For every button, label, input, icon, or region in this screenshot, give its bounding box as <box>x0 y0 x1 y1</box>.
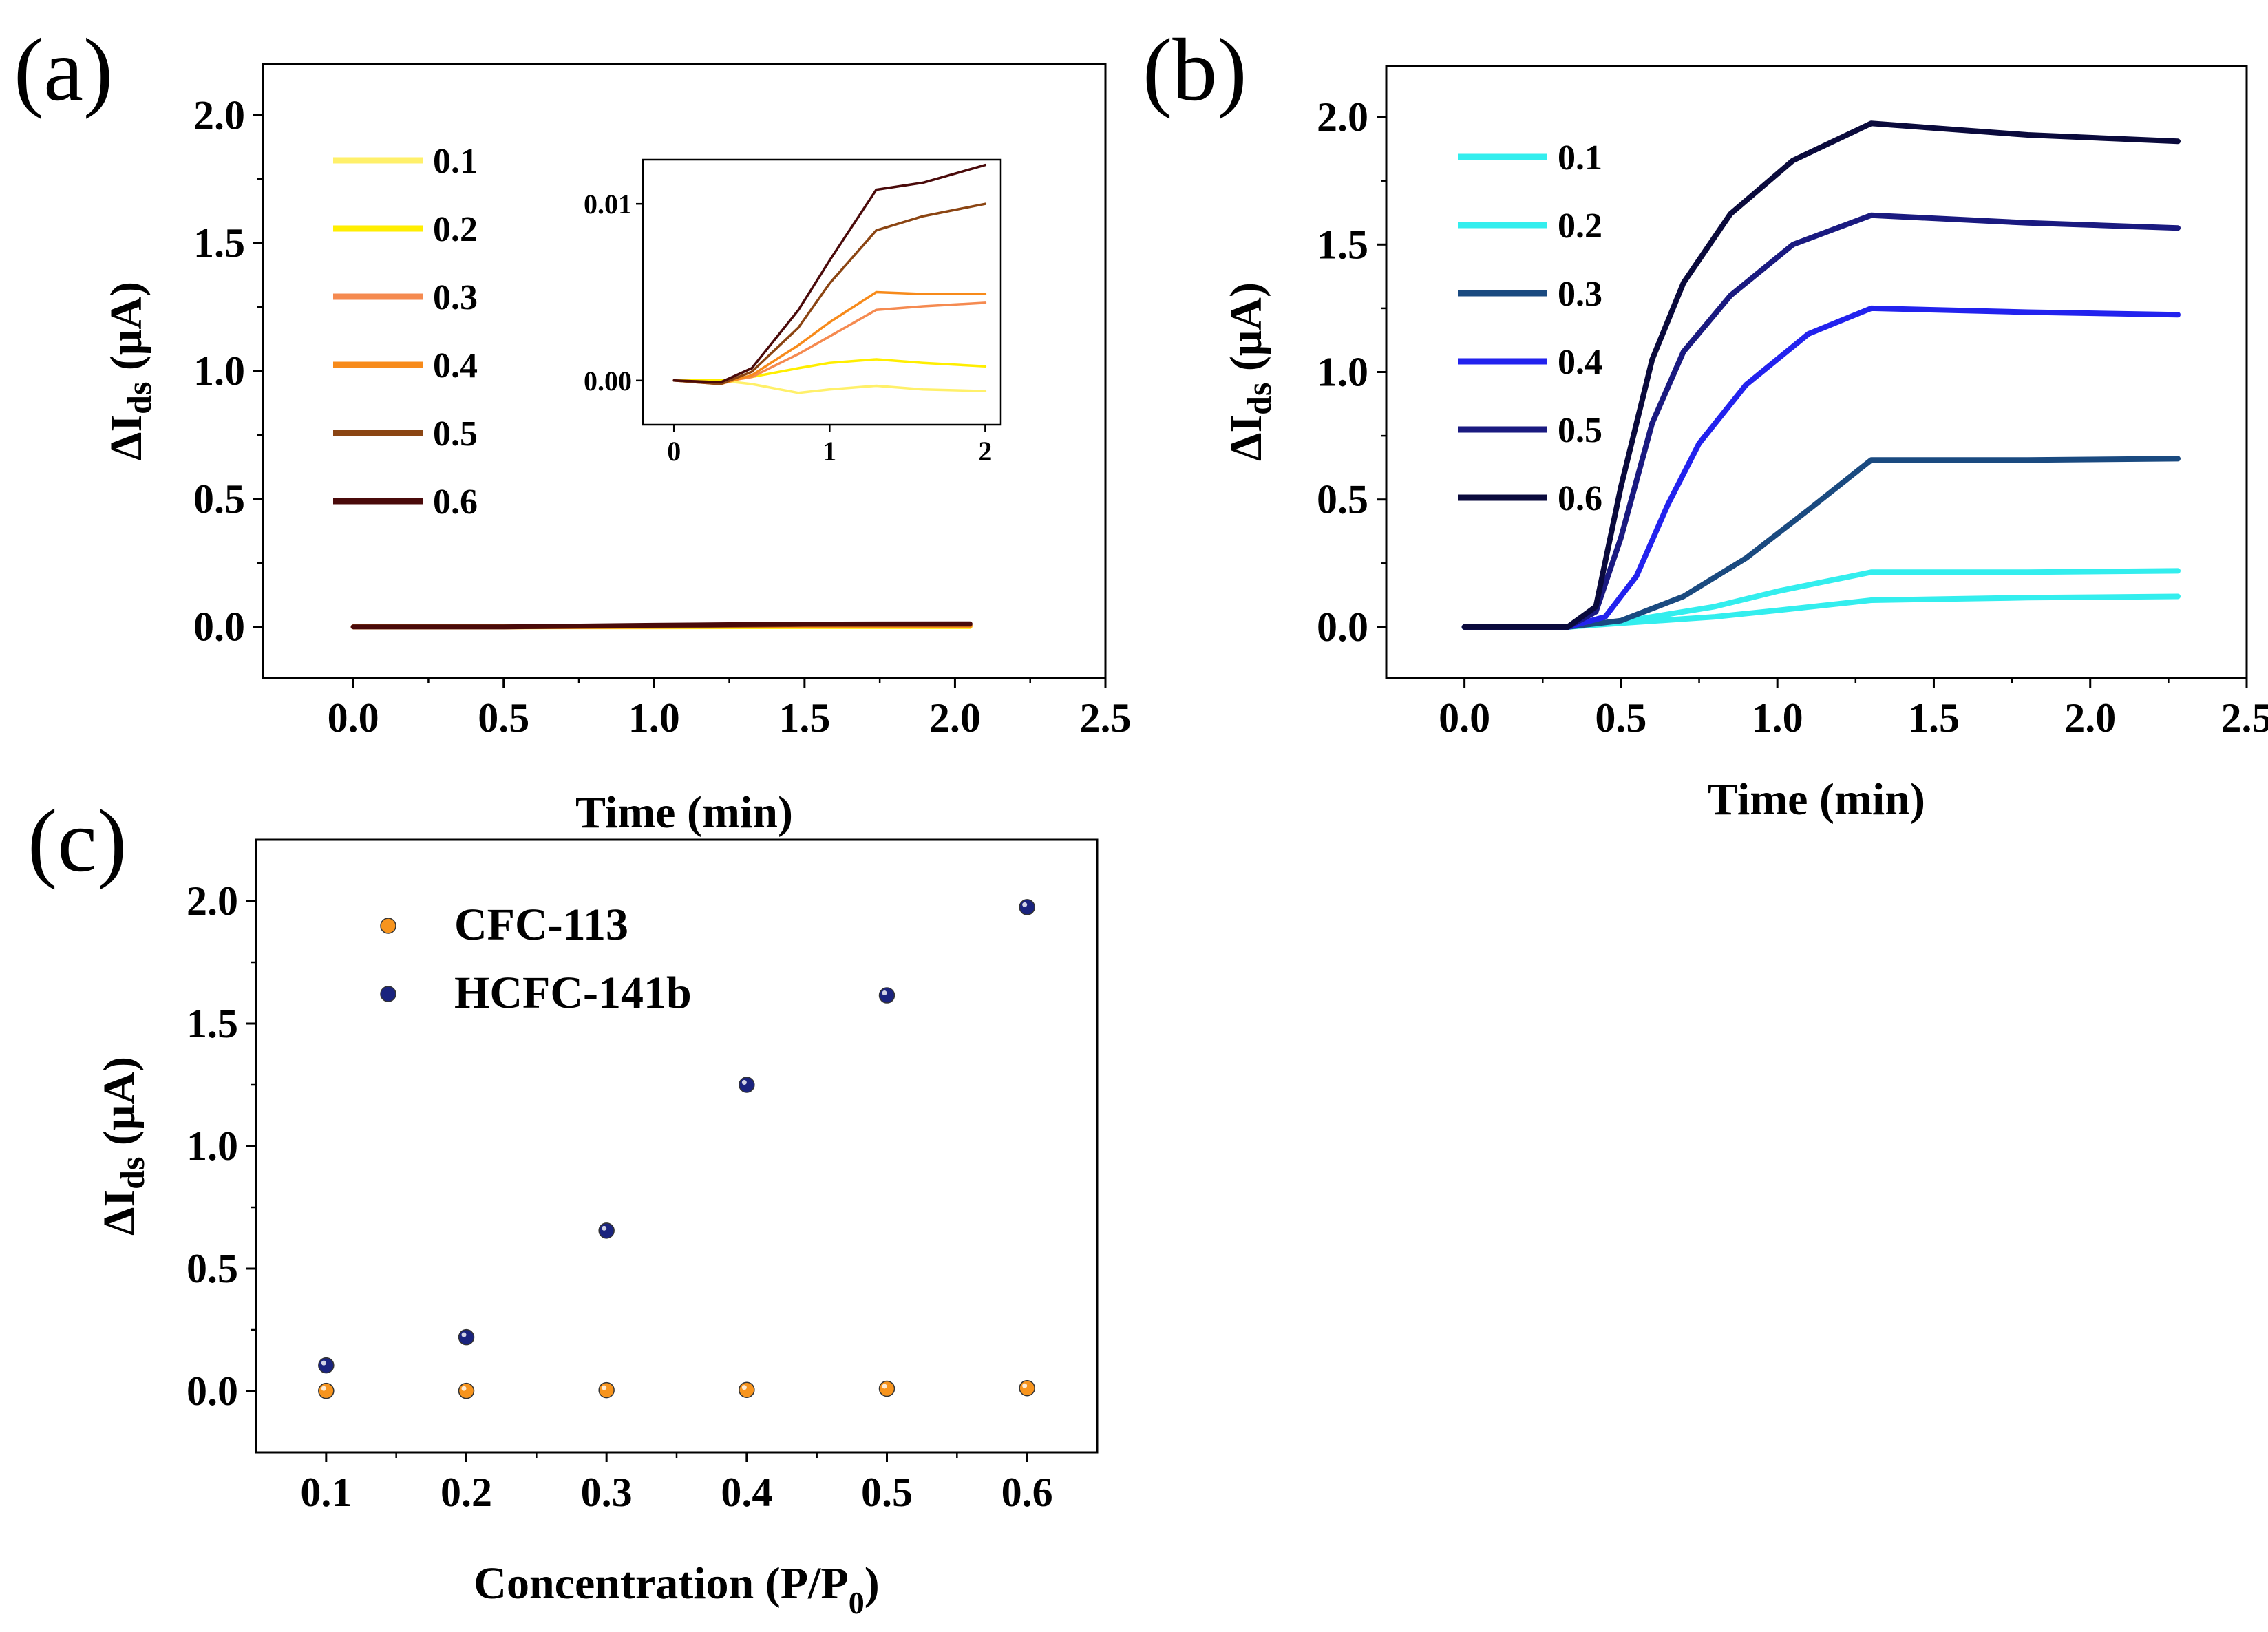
panel-b-legend-label: 0.3 <box>1558 275 1602 314</box>
panel-c-ytick-label: 1.5 <box>187 1001 238 1046</box>
panel-a-xtick-label: 0.0 <box>328 695 379 741</box>
inset-series-0.6 <box>672 163 987 384</box>
panel-c-xtick-label: 0.3 <box>581 1470 633 1515</box>
panel-c-frame <box>255 838 1099 1454</box>
panel-c-point-highlight <box>321 1360 326 1366</box>
panel-c-point-highlight <box>882 990 887 996</box>
panel-a-xtick-label: 0.5 <box>478 695 529 741</box>
panel-c-xtick-label: 0.2 <box>441 1470 492 1515</box>
panel-b-chart: 0.0 0.5 1.0 1.5 2.0 2.5 0.0 0.5 1.0 1.5 2.0 0.1 0.2… <box>1221 65 2268 825</box>
inset-ytick-label: 0.01 <box>584 189 632 220</box>
panel-c-point-highlight <box>461 1386 467 1391</box>
panel-c-point-highlight <box>741 1080 747 1085</box>
panel-b-ylabel: ΔIds (μA) <box>1221 282 1278 461</box>
panel-c-point-CFC-113 <box>1019 1379 1035 1397</box>
inset-frame <box>642 158 1002 426</box>
panel-c-point-HCFC-141b <box>1019 899 1035 915</box>
panel-b-xtick-label: 0.0 <box>1439 695 1490 741</box>
panel-c-point-CFC-113 <box>458 1382 475 1399</box>
panel-a-xlabel: Time (min) <box>575 787 793 838</box>
panel-c-point-highlight <box>1022 1383 1028 1388</box>
panel-c-point-highlight <box>741 1385 747 1390</box>
panel-b-xtick-label: 1.5 <box>1908 695 1960 741</box>
panel-c-xtick-label: 0.4 <box>721 1470 772 1515</box>
panel-c-point-HCFC-141b <box>598 1222 615 1239</box>
panel-a-ytick-label: 1.5 <box>193 220 245 266</box>
panel-label-c: (c) <box>28 792 127 891</box>
panel-b-ytick-label: 0.0 <box>1317 604 1368 650</box>
panel-c-point-CFC-113 <box>739 1381 755 1398</box>
panel-a-legend-label: 0.1 <box>433 142 478 181</box>
panel-c-legend-label: CFC-113 <box>454 900 628 950</box>
panel-c-point-highlight <box>1022 902 1028 907</box>
panel-a-legend-label: 0.6 <box>433 483 478 522</box>
panel-c-ytick-label: 0.0 <box>187 1368 238 1414</box>
panel-c-point-CFC-113 <box>318 1382 335 1399</box>
panel-c-ytick-label: 2.0 <box>187 878 238 924</box>
panel-a-xtick-label: 2.5 <box>1080 695 1132 741</box>
panel-c-xtick-label: 0.1 <box>300 1470 352 1515</box>
panel-a-xtick-label: 2.0 <box>929 695 981 741</box>
panel-c-legend-label: HCFC-141b <box>454 968 692 1018</box>
panel-a-legend-label: 0.2 <box>433 210 478 249</box>
panel-b-legend-label: 0.5 <box>1558 411 1602 450</box>
panel-c-point-HCFC-141b <box>739 1077 755 1093</box>
panel-c-point-CFC-113 <box>598 1381 615 1399</box>
panel-a-legend-label: 0.5 <box>433 414 478 454</box>
panel-b-ytick-label: 0.5 <box>1317 477 1368 522</box>
inset-series-0.5 <box>672 202 987 385</box>
panel-b-xtick-label: 2.0 <box>2064 695 2116 741</box>
panel-a-legend-label: 0.3 <box>433 278 478 317</box>
panel-label-b: (b) <box>1143 21 1247 120</box>
panel-b-ytick-label: 1.0 <box>1317 350 1368 395</box>
panel-b-ytick-label: 1.5 <box>1317 222 1368 267</box>
panel-a-ytick-label: 2.0 <box>193 92 245 138</box>
panel-c-ytick-label: 1.0 <box>187 1123 238 1169</box>
panel-c-point-HCFC-141b <box>458 1328 475 1346</box>
panel-a-chart: 0.0 0.5 1.0 1.5 2.0 2.5 0.0 0.5 1.0 1.5 2.0 0.1 0.2… <box>101 63 1132 838</box>
panel-c-ylabel: ΔIds (μA) <box>94 1057 151 1236</box>
panel-c-legend-marker <box>380 918 396 934</box>
panel-c-xlabel: Concentration (P/P0) <box>474 1558 879 1620</box>
panel-c-point-HCFC-141b <box>318 1357 335 1374</box>
panel-b-xlabel: Time (min) <box>1708 774 1925 825</box>
panel-b-xtick-label: 2.5 <box>2221 695 2268 741</box>
panel-label-a: (a) <box>14 21 113 120</box>
panel-c-point-highlight <box>461 1332 467 1337</box>
panel-c-point-highlight <box>602 1385 607 1390</box>
inset-xtick-label: 0 <box>667 436 681 467</box>
panel-a-ytick-label: 0.0 <box>193 604 245 650</box>
panel-c-point-highlight <box>321 1386 326 1391</box>
panel-b-series-0.6 <box>1461 120 2181 630</box>
panel-c-chart: 0.1 0.2 0.3 0.4 0.5 0.6 0.0 0.5 1.0 1.5 2.0 CFC-11… <box>94 838 1099 1620</box>
panel-b-legend-label: 0.2 <box>1558 206 1602 246</box>
panel-a-legend-label: 0.4 <box>433 346 478 385</box>
panel-c-xtick-label: 0.6 <box>1001 1470 1053 1515</box>
panel-c-legend-marker <box>380 986 396 1002</box>
panel-b-legend-label: 0.6 <box>1558 479 1602 518</box>
panel-b-xtick-label: 1.0 <box>1752 695 1803 741</box>
panel-c-point-highlight <box>602 1225 607 1231</box>
panel-a-xtick-label: 1.0 <box>628 695 680 741</box>
panel-c-point-highlight <box>882 1384 887 1389</box>
panel-c-ytick-label: 0.5 <box>187 1246 238 1291</box>
panel-c-point-HCFC-141b <box>878 987 895 1004</box>
panel-a-ytick-label: 1.0 <box>193 348 245 394</box>
panel-b-series-0.4 <box>1461 305 2181 630</box>
panel-a-ylabel: ΔIds (μA) <box>101 282 158 460</box>
panel-a-xtick-label: 1.5 <box>778 695 830 741</box>
panel-c-point-CFC-113 <box>878 1380 895 1397</box>
panel-b-legend-label: 0.4 <box>1558 343 1602 382</box>
inset-xtick-label: 1 <box>823 436 836 467</box>
panel-b-legend-label: 0.1 <box>1558 138 1602 178</box>
panel-b-xtick-label: 0.5 <box>1595 695 1646 741</box>
panel-b-ytick-label: 2.0 <box>1317 94 1368 140</box>
panel-a-ytick-label: 0.5 <box>193 476 245 522</box>
inset-ytick-label: 0.00 <box>584 365 632 396</box>
panel-c-xtick-label: 0.5 <box>861 1470 913 1515</box>
panel-a-series-0.6 <box>350 621 973 630</box>
inset-xtick-label: 2 <box>978 436 992 467</box>
